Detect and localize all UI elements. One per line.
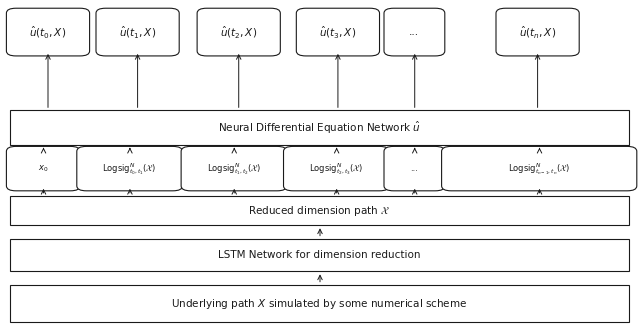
FancyBboxPatch shape [181, 146, 287, 191]
FancyBboxPatch shape [296, 8, 380, 56]
FancyBboxPatch shape [10, 285, 629, 322]
FancyBboxPatch shape [384, 8, 445, 56]
Text: $\hat{u}(t_0, X)$: $\hat{u}(t_0, X)$ [29, 24, 67, 40]
FancyBboxPatch shape [197, 8, 280, 56]
Text: $\hat{u}(t_1, X)$: $\hat{u}(t_1, X)$ [119, 24, 156, 40]
Text: Logsig$^N_{t_{n-1},t_n}(\mathcal{X})$: Logsig$^N_{t_{n-1},t_n}(\mathcal{X})$ [508, 161, 570, 177]
Text: Underlying path $X$ simulated by some numerical scheme: Underlying path $X$ simulated by some nu… [172, 296, 467, 311]
Text: LSTM Network for dimension reduction: LSTM Network for dimension reduction [218, 250, 420, 260]
FancyBboxPatch shape [284, 146, 389, 191]
FancyBboxPatch shape [96, 8, 179, 56]
Text: Neural Differential Equation Network $\hat{u}$: Neural Differential Equation Network $\h… [218, 119, 420, 136]
FancyBboxPatch shape [6, 8, 90, 56]
Text: Reduced dimension path $\mathcal{X}$: Reduced dimension path $\mathcal{X}$ [248, 204, 390, 217]
FancyBboxPatch shape [77, 146, 182, 191]
FancyBboxPatch shape [496, 8, 579, 56]
FancyBboxPatch shape [10, 110, 629, 145]
Text: $\hat{u}(t_n, X)$: $\hat{u}(t_n, X)$ [519, 24, 556, 40]
Text: $\hat{u}(t_3, X)$: $\hat{u}(t_3, X)$ [319, 24, 356, 40]
FancyBboxPatch shape [6, 146, 80, 191]
FancyBboxPatch shape [10, 196, 629, 225]
FancyBboxPatch shape [10, 239, 629, 271]
Text: ...: ... [410, 27, 419, 37]
Text: $x_0$: $x_0$ [38, 164, 49, 174]
Text: Logsig$^N_{t_1,t_2}(\mathcal{X})$: Logsig$^N_{t_1,t_2}(\mathcal{X})$ [207, 161, 261, 177]
Text: ...: ... [410, 164, 419, 173]
Text: Logsig$^N_{t_2,t_3}(\mathcal{X})$: Logsig$^N_{t_2,t_3}(\mathcal{X})$ [309, 161, 364, 177]
Text: $\hat{u}(t_2, X)$: $\hat{u}(t_2, X)$ [220, 24, 257, 40]
FancyBboxPatch shape [442, 146, 637, 191]
Text: Logsig$^N_{t_0,t_1}(\mathcal{X})$: Logsig$^N_{t_0,t_1}(\mathcal{X})$ [102, 161, 157, 177]
FancyBboxPatch shape [384, 146, 445, 191]
